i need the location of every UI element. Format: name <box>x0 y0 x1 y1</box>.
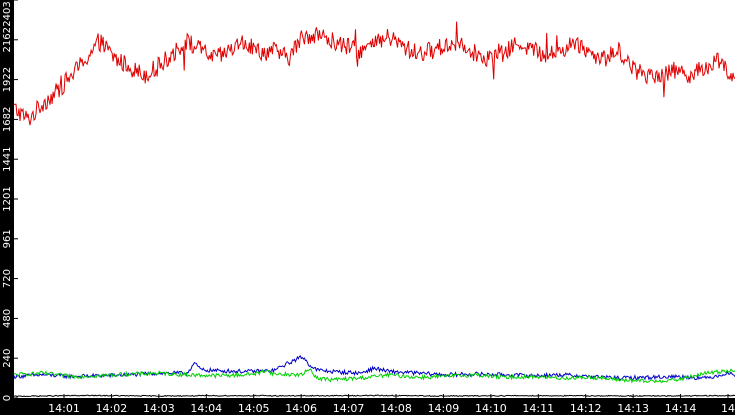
series-line-4 <box>13 394 735 398</box>
y-tick-label: 0 <box>2 395 13 401</box>
y-tick-label: 480 <box>2 309 13 328</box>
x-tick-label: 14:04 <box>190 402 222 415</box>
series-line-1 <box>13 21 735 126</box>
x-tick-label: 14:14 <box>665 402 697 415</box>
x-tick-label: 14:01 <box>48 402 80 415</box>
y-tick-label: 720 <box>2 269 13 288</box>
x-tick-label: 14:07 <box>333 402 365 415</box>
y-tick-label: 1682 <box>2 107 13 132</box>
y-tick-label: 1922 <box>2 67 13 92</box>
y-tick-label: 2162 <box>2 27 13 52</box>
series-line-3 <box>13 368 735 384</box>
series-layer <box>13 21 735 398</box>
x-tick-label: 14:02 <box>96 402 128 415</box>
x-tick-label: 14:11 <box>522 402 554 415</box>
y-tick-label: 2403 <box>2 1 13 26</box>
x-tick-label: 14 <box>721 402 735 415</box>
y-tick-label: 240 <box>2 349 13 368</box>
x-tick-label: 14:13 <box>617 402 649 415</box>
x-tick-label: 14:09 <box>428 402 460 415</box>
x-tick-label: 14:06 <box>285 402 317 415</box>
x-tick-label: 14:12 <box>570 402 602 415</box>
x-tick-label: 14:08 <box>380 402 412 415</box>
x-axis-ticks: 14:01 14:02 14:03 14:04 14:05 14:06 14:07 14:08… <box>48 394 735 415</box>
plot-area <box>14 0 735 398</box>
x-tick-label: 14:05 <box>238 402 270 415</box>
x-tick-label: 14:03 <box>143 402 175 415</box>
x-tick-label: 14:10 <box>475 402 507 415</box>
y-tick-label: 1441 <box>2 146 13 171</box>
y-tick-label: 961 <box>2 229 13 248</box>
y-tick-label: 1201 <box>2 186 13 211</box>
